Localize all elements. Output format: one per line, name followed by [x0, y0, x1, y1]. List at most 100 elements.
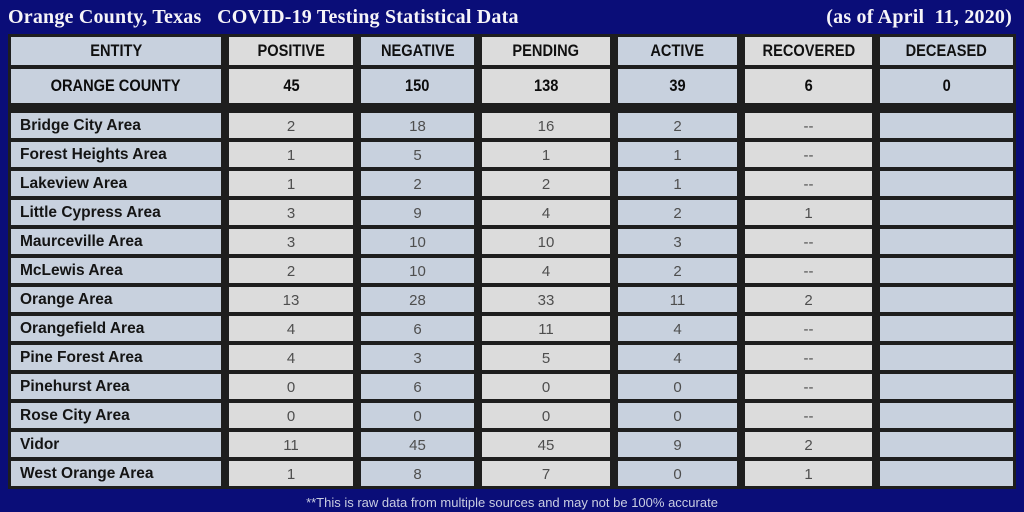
- value-cell-recovered-label: --: [803, 146, 814, 164]
- value-cell-pending: 2: [482, 171, 610, 196]
- value-cell-negative: 9: [361, 200, 474, 225]
- column-header-active: ACTIVE: [618, 37, 737, 65]
- summary-value-cell-positive-label: 45: [282, 76, 300, 95]
- value-cell-positive: 4: [229, 316, 353, 341]
- summary-entity-cell: ORANGE COUNTY: [11, 69, 221, 103]
- value-cell-positive-label: 4: [286, 320, 296, 338]
- summary-value-cell-recovered: 6: [745, 69, 872, 103]
- value-cell-active: 4: [618, 345, 737, 370]
- entity-cell: Forest Heights Area: [11, 142, 221, 167]
- value-cell-pending: 4: [482, 258, 610, 283]
- value-cell-deceased: [880, 403, 1013, 428]
- summary-entity-cell-label: ORANGE COUNTY: [51, 76, 181, 95]
- entity-cell: Vidor: [11, 432, 221, 457]
- entity-cell-label: Vidor: [20, 435, 60, 453]
- entity-cell-label: Pine Forest Area: [20, 348, 143, 366]
- value-cell-active: 3: [618, 229, 737, 254]
- column-header-pending: PENDING: [482, 37, 610, 65]
- value-cell-recovered: --: [745, 345, 872, 370]
- value-cell-active-label: 2: [673, 262, 682, 280]
- value-cell-recovered: --: [745, 142, 872, 167]
- data-table: ENTITY POSITIVE NEGATIVE PENDING ACTIVE RECOV…: [8, 34, 1016, 489]
- column-header-active-label: ACTIVE: [650, 41, 705, 60]
- column-header-deceased: DECEASED: [880, 37, 1013, 65]
- summary-value-cell-recovered-label: 6: [804, 76, 813, 95]
- value-cell-pending: 33: [482, 287, 610, 312]
- entity-cell: Orangefield Area: [11, 316, 221, 341]
- value-cell-recovered: --: [745, 374, 872, 399]
- value-cell-recovered-label: --: [803, 407, 814, 425]
- value-cell-recovered-label: 1: [804, 204, 813, 222]
- value-cell-pending-label: 16: [537, 117, 555, 135]
- value-cell-positive: 2: [229, 258, 353, 283]
- value-cell-negative: 2: [361, 171, 474, 196]
- entity-cell: Maurceville Area: [11, 229, 221, 254]
- value-cell-pending-label: 2: [541, 175, 551, 193]
- entity-cell-label: McLewis Area: [20, 261, 123, 279]
- value-cell-positive-label: 1: [286, 465, 296, 483]
- value-cell-pending-label: 4: [541, 262, 551, 280]
- date-note: (as of April 11, 2020): [826, 5, 1012, 28]
- value-cell-negative-label: 9: [413, 204, 422, 222]
- entity-cell-label: Bridge City Area: [20, 116, 141, 134]
- value-cell-recovered: --: [745, 113, 872, 138]
- value-cell-pending-label: 7: [541, 465, 551, 483]
- value-cell-active: 1: [618, 171, 737, 196]
- value-cell-pending-label: 45: [537, 436, 555, 454]
- value-cell-positive: 2: [229, 113, 353, 138]
- value-cell-positive: 1: [229, 142, 353, 167]
- value-cell-positive-label: 1: [286, 175, 296, 193]
- value-cell-recovered: --: [745, 316, 872, 341]
- value-cell-negative-label: 8: [413, 465, 422, 483]
- value-cell-pending: 10: [482, 229, 610, 254]
- value-cell-positive-label: 0: [286, 378, 296, 396]
- value-cell-active-label: 1: [673, 146, 682, 164]
- value-cell-recovered: --: [745, 258, 872, 283]
- value-cell-positive-label: 2: [286, 117, 296, 135]
- value-cell-positive: 3: [229, 200, 353, 225]
- summary-value-cell-deceased-label: 0: [942, 76, 951, 95]
- summary-value-cell-positive: 45: [229, 69, 353, 103]
- value-cell-deceased: [880, 200, 1013, 225]
- value-cell-negative: 45: [361, 432, 474, 457]
- entity-cell: McLewis Area: [11, 258, 221, 283]
- value-cell-positive-label: 0: [286, 407, 296, 425]
- value-cell-negative: 28: [361, 287, 474, 312]
- value-cell-recovered-label: 1: [804, 465, 813, 483]
- column-header-recovered: RECOVERED: [745, 37, 872, 65]
- value-cell-recovered: --: [745, 403, 872, 428]
- value-cell-negative: 8: [361, 461, 474, 486]
- value-cell-positive-label: 2: [286, 262, 296, 280]
- value-cell-recovered: 1: [745, 461, 872, 486]
- value-cell-pending-label: 5: [541, 349, 551, 367]
- value-cell-active: 0: [618, 403, 737, 428]
- value-cell-negative-label: 0: [413, 407, 422, 425]
- value-cell-pending: 5: [482, 345, 610, 370]
- value-cell-deceased: [880, 258, 1013, 283]
- value-cell-positive: 4: [229, 345, 353, 370]
- value-cell-deceased: [880, 229, 1013, 254]
- value-cell-pending-label: 0: [541, 407, 551, 425]
- value-cell-positive: 1: [229, 461, 353, 486]
- entity-cell: Pine Forest Area: [11, 345, 221, 370]
- value-cell-pending: 4: [482, 200, 610, 225]
- value-cell-negative-label: 28: [409, 291, 426, 309]
- summary-value-cell-negative: 150: [361, 69, 474, 103]
- value-cell-negative: 18: [361, 113, 474, 138]
- value-cell-pending: 1: [482, 142, 610, 167]
- value-cell-pending-label: 1: [541, 146, 551, 164]
- entity-cell: Pinehurst Area: [11, 374, 221, 399]
- value-cell-active: 9: [618, 432, 737, 457]
- value-cell-recovered-label: --: [803, 378, 814, 396]
- value-cell-negative-label: 3: [413, 349, 422, 367]
- value-cell-pending: 0: [482, 403, 610, 428]
- value-cell-deceased: [880, 171, 1013, 196]
- value-cell-pending-label: 0: [541, 378, 551, 396]
- value-cell-positive-label: 3: [286, 204, 296, 222]
- disclaimer: **This is raw data from multiple sources…: [306, 495, 718, 510]
- value-cell-negative-label: 5: [413, 146, 422, 164]
- value-cell-active-label: 0: [673, 407, 682, 425]
- value-cell-active: 2: [618, 258, 737, 283]
- value-cell-negative-label: 2: [413, 175, 422, 193]
- summary-value-cell-active-label: 39: [669, 76, 686, 95]
